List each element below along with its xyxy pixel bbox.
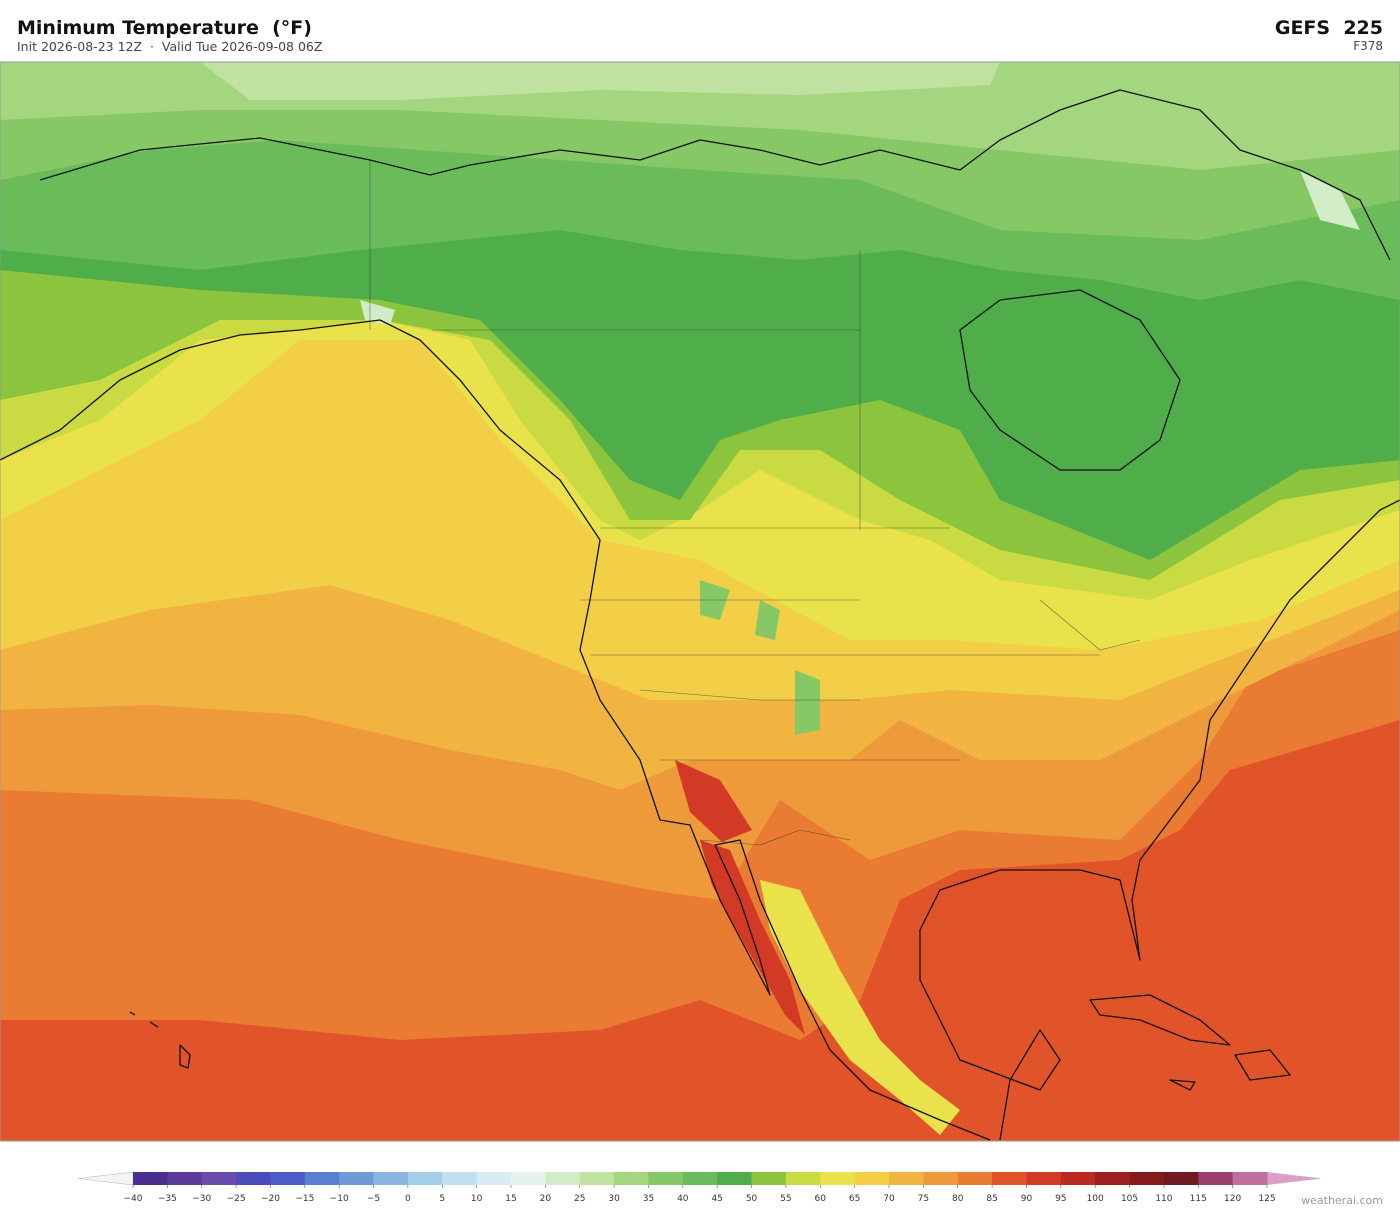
colorbar-tick-label: −15 — [295, 1194, 314, 1204]
colorbar-tick-label: 0 — [405, 1194, 411, 1204]
title: Minimum Temperature (°F) — [17, 17, 312, 39]
colorbar-swatch — [854, 1172, 890, 1185]
colorbar-tick-label: 115 — [1190, 1194, 1207, 1204]
colorbar-tick-label: 60 — [815, 1194, 827, 1204]
colorbar-swatch — [957, 1172, 993, 1185]
colorbar-swatch — [648, 1172, 684, 1185]
colorbar-swatch — [167, 1172, 203, 1185]
colorbar-tick-label: 65 — [849, 1194, 860, 1204]
colorbar-tick-label: 90 — [1021, 1194, 1033, 1204]
colorbar-tick-label: 35 — [643, 1194, 654, 1204]
colorbar-swatch — [270, 1172, 306, 1185]
colorbar-swatch — [785, 1172, 821, 1185]
colorbar-tick-label: −5 — [367, 1194, 380, 1204]
colorbar-swatch — [545, 1172, 581, 1185]
colorbar-tick-label: 85 — [986, 1194, 997, 1204]
colorbar-swatch — [476, 1172, 512, 1185]
colorbar-swatch — [1026, 1172, 1062, 1185]
colorbar-tick-label: 95 — [1055, 1194, 1066, 1204]
colorbar-tick-label: 75 — [918, 1194, 929, 1204]
colorbar-tick-label: −30 — [192, 1194, 211, 1204]
colorbar-tick-label: 110 — [1155, 1194, 1172, 1204]
colorbar-tick-label: −20 — [261, 1194, 280, 1204]
colorbar-swatch — [304, 1172, 340, 1185]
colorbar: −40 −35 −30 −25 −20 −15 −10 −5 0 5 10 15 20 25 30 35 40 4… — [77, 1171, 1322, 1204]
colorbar-swatch — [717, 1172, 753, 1185]
colorbar-over — [1267, 1172, 1322, 1185]
colorbar-tick-label: 125 — [1258, 1194, 1275, 1204]
colorbar-tick-label: 120 — [1224, 1194, 1241, 1204]
map — [0, 61, 1400, 1142]
colorbar-swatch — [236, 1172, 271, 1185]
colorbar-tick-label: 30 — [608, 1194, 620, 1204]
colorbar-tick-label: 50 — [746, 1194, 758, 1204]
colorbar-swatch — [442, 1172, 478, 1185]
colorbar-tick-label: −40 — [124, 1194, 143, 1204]
colorbar-swatch — [1060, 1172, 1096, 1185]
colorbar-tick-label: 15 — [505, 1194, 516, 1204]
colorbar-swatch — [339, 1172, 375, 1185]
colorbar-swatch — [682, 1172, 718, 1185]
colorbar-tick-label: 20 — [540, 1194, 552, 1204]
colorbar-tick-label: −10 — [330, 1194, 349, 1204]
colorbar-swatch — [1129, 1172, 1165, 1185]
colorbar-swatch — [201, 1172, 237, 1185]
colorbar-swatch — [1198, 1172, 1234, 1185]
colorbar-swatch — [133, 1172, 168, 1185]
colorbar-swatch — [1095, 1172, 1131, 1185]
colorbar-swatch — [373, 1172, 409, 1185]
colorbar-tick-label: 80 — [952, 1194, 964, 1204]
colorbar-swatch — [992, 1172, 1027, 1185]
colorbar-tick-label: 45 — [711, 1194, 722, 1204]
colorbar-swatch — [579, 1172, 615, 1185]
watermark: weatherai.com — [1301, 1194, 1383, 1207]
colorbar-swatch — [751, 1172, 787, 1185]
colorbar-tick-label: 10 — [471, 1194, 483, 1204]
colorbar-swatch — [820, 1172, 856, 1185]
colorbar-tick-label: 70 — [883, 1194, 895, 1204]
colorbar-swatch — [923, 1172, 959, 1185]
colorbar-swatch — [614, 1172, 649, 1185]
model: GEFS 225 — [1275, 17, 1383, 39]
colorbar-swatch — [1163, 1172, 1199, 1185]
colorbar-swatch — [511, 1172, 546, 1185]
colorbar-tick-label: −25 — [227, 1194, 246, 1204]
colorbar-swatch — [407, 1172, 443, 1185]
colorbar-tick-label: 25 — [574, 1194, 585, 1204]
colorbar-tick-label: 40 — [677, 1194, 689, 1204]
colorbar-swatch — [1232, 1172, 1268, 1185]
colorbar-swatch — [889, 1172, 924, 1185]
colorbar-tick-label: 105 — [1121, 1194, 1138, 1204]
subtitle: Init 2026-08-23 12Z · Valid Tue 2026-09-… — [17, 39, 322, 54]
colorbar-tick-label: 55 — [780, 1194, 791, 1204]
colorbar-tick-label: 5 — [439, 1194, 445, 1204]
forecast-hour: F378 — [1353, 39, 1383, 53]
colorbar-tick-label: −35 — [158, 1194, 177, 1204]
colorbar-tick-label: 100 — [1087, 1194, 1104, 1204]
